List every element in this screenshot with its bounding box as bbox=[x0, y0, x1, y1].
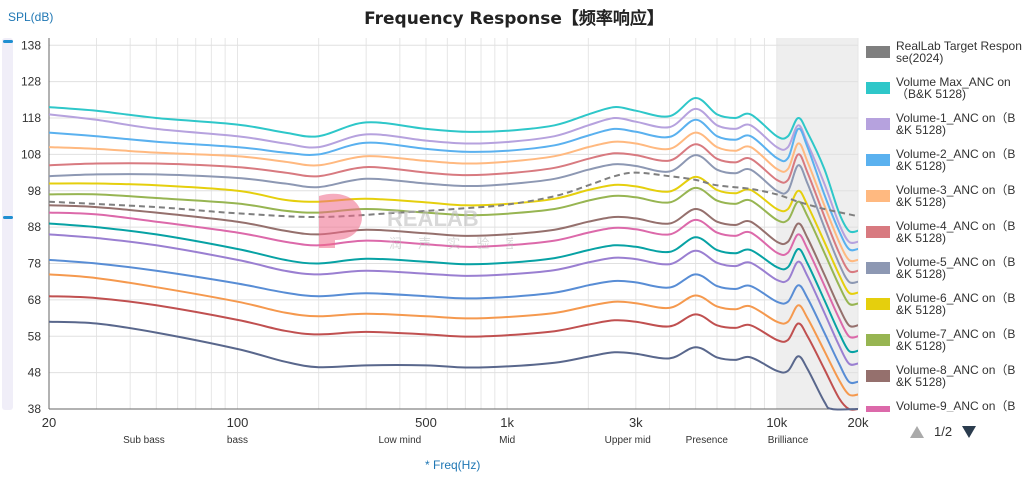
legend-pager: 1/2 bbox=[910, 424, 977, 439]
band-label: Presence bbox=[686, 435, 729, 446]
legend-label: Volume Max_ANC on（B&K 5128) bbox=[896, 75, 1011, 101]
x-tick-label: 500 bbox=[415, 415, 437, 430]
legend-item[interactable]: Volume-9_ANC on（B&K 5128) bbox=[866, 400, 1026, 412]
legend-item[interactable]: Volume Max_ANC on（B&K 5128) bbox=[866, 76, 1026, 112]
series-line bbox=[48, 204, 859, 328]
series-line bbox=[48, 258, 859, 385]
y-tick-label: 128 bbox=[21, 75, 41, 89]
legend-label: Volume-2_ANC on（B&K 5128) bbox=[896, 147, 1016, 173]
legend-item[interactable]: Volume-1_ANC on（B&K 5128) bbox=[866, 112, 1026, 148]
x-tick-label: 3k bbox=[629, 415, 643, 430]
y-zoom-slider[interactable] bbox=[2, 38, 13, 410]
series-line bbox=[48, 175, 859, 295]
legend-item[interactable]: Volume-4_ANC on（B&K 5128) bbox=[866, 220, 1026, 256]
series-line bbox=[48, 211, 859, 339]
x-tick-label: 20k bbox=[848, 415, 869, 430]
band-label: Mid bbox=[499, 435, 515, 446]
y-tick-label: 58 bbox=[28, 329, 42, 343]
y-tick-label: 118 bbox=[22, 111, 41, 125]
legend-swatch bbox=[866, 82, 890, 94]
series-line bbox=[48, 186, 859, 306]
legend: RealLab Target Response(2024) Volume Max_… bbox=[866, 40, 1026, 412]
legend-swatch bbox=[866, 226, 890, 238]
series-line bbox=[48, 273, 859, 397]
legend-label: Volume-3_ANC on（B&K 5128) bbox=[896, 183, 1016, 209]
y-tick-label: 98 bbox=[28, 184, 42, 198]
legend-label: Volume-9_ANC on（B&K 5128) bbox=[896, 399, 1016, 412]
series-line bbox=[48, 131, 859, 263]
band-label: Brilliance bbox=[768, 435, 809, 446]
legend-label: RealLab Target Response(2024) bbox=[896, 40, 1022, 65]
slider-top-handle[interactable] bbox=[3, 40, 13, 43]
legend-item[interactable]: Volume-3_ANC on（B&K 5128) bbox=[866, 184, 1026, 220]
legend-swatch bbox=[866, 334, 890, 346]
legend-swatch bbox=[866, 298, 890, 310]
series-line bbox=[48, 171, 859, 219]
band-label: Low mind bbox=[378, 435, 421, 446]
y-tick-label: 88 bbox=[28, 220, 42, 234]
legend-item[interactable]: Volume-8_ANC on（B&K 5128) bbox=[866, 364, 1026, 400]
legend-label: Volume-5_ANC on（B&K 5128) bbox=[896, 255, 1016, 281]
y-tick-label: 68 bbox=[28, 293, 42, 307]
legend-swatch bbox=[866, 406, 890, 412]
legend-label: Volume-1_ANC on（B&K 5128) bbox=[896, 111, 1016, 137]
y-axis-label: SPL(dB) bbox=[8, 10, 54, 24]
series-line bbox=[48, 295, 859, 411]
slider-bottom-handle[interactable] bbox=[3, 216, 13, 219]
legend-prev-page-icon[interactable] bbox=[910, 425, 924, 438]
legend-item[interactable]: Volume-7_ANC on（B&K 5128) bbox=[866, 328, 1026, 364]
y-tick-label: 48 bbox=[28, 366, 42, 380]
series-line bbox=[48, 222, 859, 354]
watermark-text: REALAB bbox=[387, 206, 479, 231]
y-tick-label: 78 bbox=[28, 257, 42, 271]
chart-title: Frequency Response【频率响应】 bbox=[364, 9, 664, 29]
series-line bbox=[48, 96, 859, 234]
legend-swatch bbox=[866, 154, 890, 166]
legend-swatch bbox=[866, 190, 890, 202]
x-tick-label: 10k bbox=[766, 415, 787, 430]
legend-swatch bbox=[866, 118, 890, 130]
legend-label: Volume-6_ANC on（B&K 5128) bbox=[896, 291, 1016, 317]
legend-next-page-icon[interactable] bbox=[962, 425, 977, 438]
series-line bbox=[48, 320, 859, 411]
realab-watermark: REALAB 润 声 实 验 室 bbox=[319, 193, 513, 252]
series-line bbox=[48, 154, 859, 285]
series-line bbox=[48, 118, 859, 252]
y-tick-label: 38 bbox=[28, 402, 42, 416]
legend-swatch bbox=[866, 262, 890, 274]
legend-label: Volume-7_ANC on（B&K 5128) bbox=[896, 327, 1016, 353]
watermark-subtext: 润 声 实 验 室 bbox=[389, 236, 513, 252]
legend-item[interactable]: Volume-5_ANC on（B&K 5128) bbox=[866, 256, 1026, 292]
band-label: Upper mid bbox=[605, 435, 651, 446]
x-tick-label: 20 bbox=[42, 415, 56, 430]
y-tick-label: 108 bbox=[21, 147, 41, 161]
series-line bbox=[48, 143, 859, 274]
y-tick-label: 138 bbox=[21, 38, 41, 52]
band-label: bass bbox=[227, 435, 248, 446]
band-label: Sub bass bbox=[123, 435, 165, 446]
legend-item[interactable]: RealLab Target Response(2024) bbox=[866, 40, 1026, 76]
legend-label: Volume-8_ANC on（B&K 5128) bbox=[896, 363, 1016, 389]
x-tick-label: 1k bbox=[500, 415, 514, 430]
x-axis-label: * Freq(Hz) bbox=[425, 458, 481, 472]
x-tick-label: 100 bbox=[227, 415, 249, 430]
legend-swatch bbox=[866, 370, 890, 382]
legend-page-indicator: 1/2 bbox=[934, 424, 953, 439]
legend-swatch bbox=[866, 46, 890, 58]
legend-item[interactable]: Volume-2_ANC on（B&K 5128) bbox=[866, 148, 1026, 184]
legend-label: Volume-4_ANC on（B&K 5128) bbox=[896, 219, 1016, 245]
legend-item[interactable]: Volume-6_ANC on（B&K 5128) bbox=[866, 292, 1026, 328]
watermark-logo-shape bbox=[319, 193, 362, 248]
series-line bbox=[48, 233, 859, 366]
